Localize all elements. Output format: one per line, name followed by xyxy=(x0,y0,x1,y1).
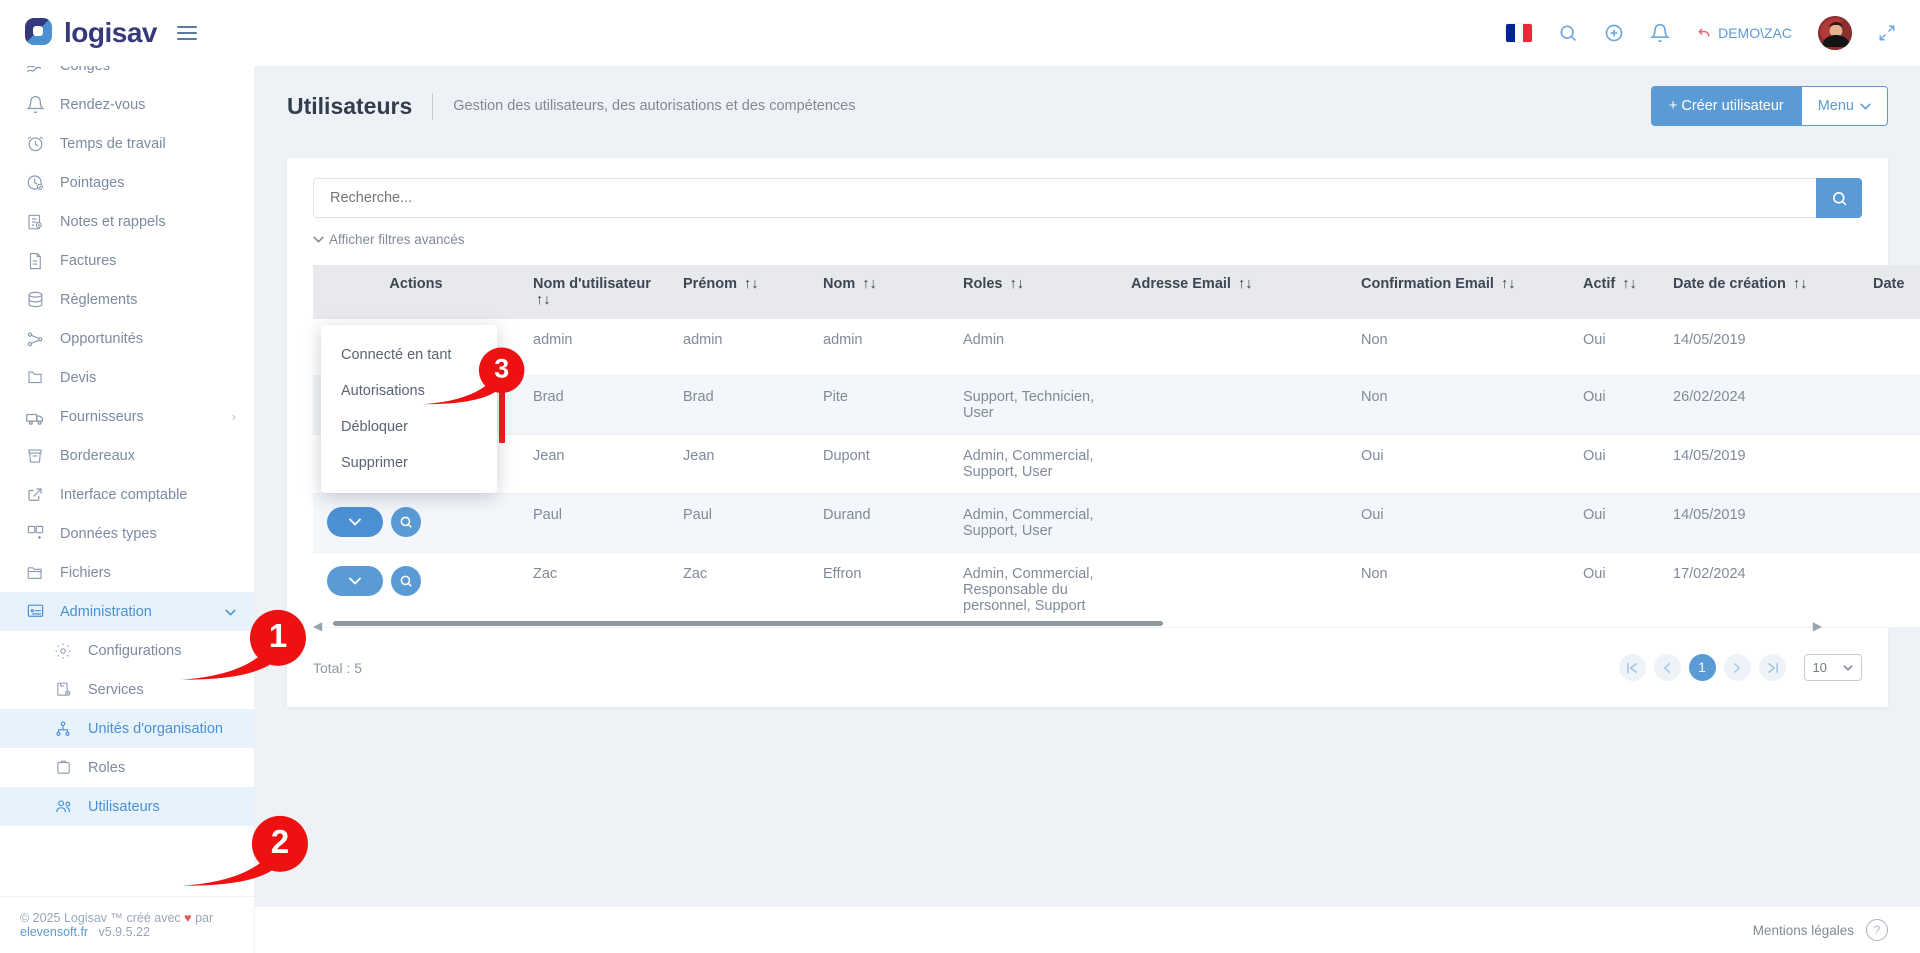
svg-text:2: 2 xyxy=(271,824,289,861)
svg-text:1: 1 xyxy=(269,618,287,655)
svg-text:3: 3 xyxy=(494,354,509,384)
